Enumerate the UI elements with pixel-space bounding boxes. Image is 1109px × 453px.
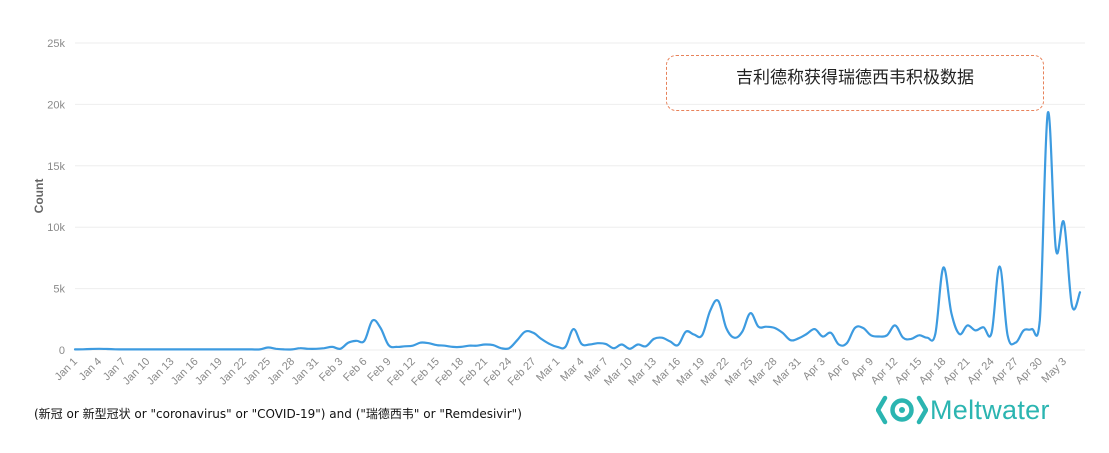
x-tick-label: Mar 1	[534, 356, 562, 384]
series-line	[73, 111, 1082, 351]
annotation-text: 吉利德称获得瑞德西韦积极数据	[736, 67, 974, 88]
y-tick-label: 5k	[53, 284, 65, 296]
x-tick-label: May 3	[1039, 356, 1069, 386]
y-tick-label: 25k	[47, 38, 65, 50]
brand: Meltwater	[876, 394, 1050, 426]
x-tick-label: Apr 3	[801, 356, 828, 383]
y-tick-label: 20k	[47, 99, 65, 111]
x-tick-label: Jan 4	[77, 356, 105, 384]
x-tick-label: Feb 6	[341, 356, 369, 384]
x-tick-label: Feb 3	[317, 356, 345, 384]
x-tick-label: Apr 30	[1014, 356, 1045, 387]
annotation-box: 吉利德称获得瑞德西韦积极数据	[666, 55, 1044, 111]
x-tick-label: Jan 1	[53, 356, 81, 384]
x-tick-label: Mar 4	[558, 356, 586, 384]
y-tick-label: 15k	[47, 161, 65, 173]
x-tick-label: Jan 31	[289, 356, 321, 388]
y-axis-label: Count	[32, 179, 46, 214]
meltwater-logo-icon	[876, 395, 928, 425]
y-tick-label: 10k	[47, 222, 65, 234]
y-axis-ticks: 0 5k 10k 15k 20k 25k	[47, 38, 65, 357]
x-tick-label: Apr 6	[825, 356, 852, 383]
y-tick-label: 0	[59, 345, 65, 357]
query-text: (新冠 or 新型冠状 or "coronavirus" or "COVID-1…	[34, 407, 522, 421]
brand-name: Meltwater	[930, 394, 1050, 425]
grid-lines	[75, 42, 1085, 351]
